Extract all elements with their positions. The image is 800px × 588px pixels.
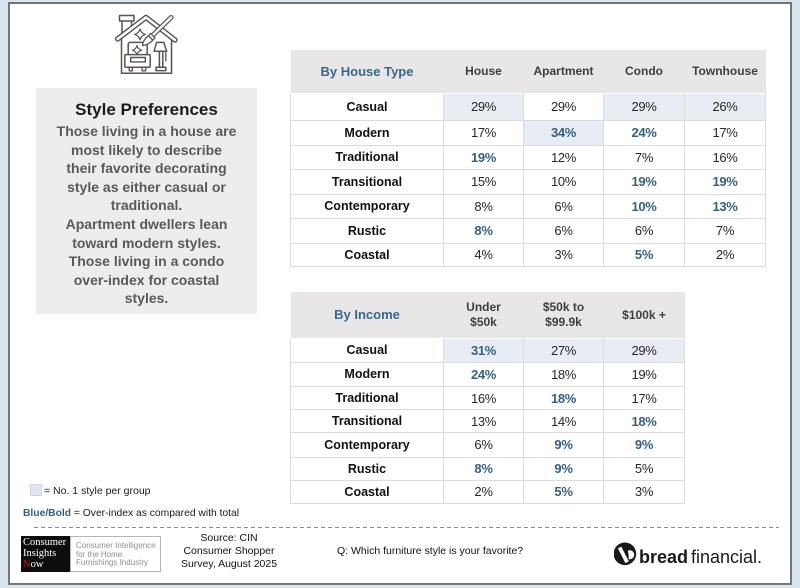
svg-text:financial.: financial.: [691, 547, 762, 567]
svg-text:bread: bread: [639, 547, 688, 567]
